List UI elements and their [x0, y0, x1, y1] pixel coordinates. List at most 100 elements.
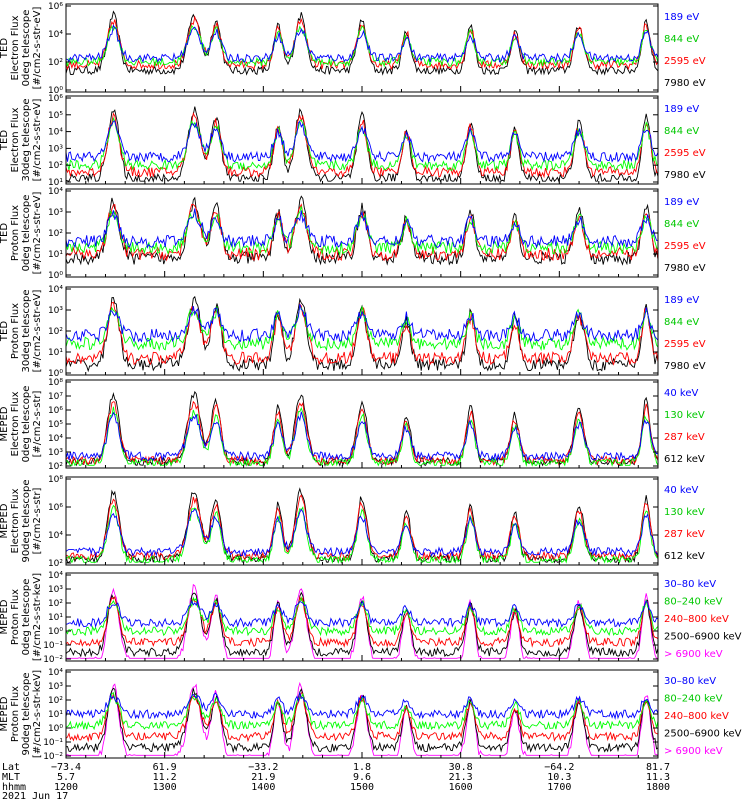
- y-tick-label: 10²: [48, 559, 63, 569]
- legend-entry: 844 eV: [664, 34, 699, 45]
- x-axis-row-label: Lat: [2, 762, 20, 773]
- series-line: [65, 692, 659, 743]
- legend-entry: 287 keV: [664, 432, 705, 443]
- legend-entry: 2595 eV: [664, 241, 706, 252]
- series-line: [65, 120, 659, 164]
- y-tick-label: 10³: [48, 306, 63, 316]
- y-tick-label: 10²: [48, 327, 63, 337]
- x-tick-label: 1800: [646, 782, 670, 793]
- y-tick-label: 10⁶: [48, 503, 63, 513]
- legend-entry: 130 keV: [664, 507, 705, 518]
- legend-entry: 240–800 keV: [664, 614, 729, 625]
- legend-entry: 7980 eV: [664, 361, 706, 372]
- x-axis-row-label: MLT: [2, 772, 20, 783]
- x-tick-label: 1500: [350, 782, 374, 793]
- series-line: [65, 596, 659, 637]
- y-axis-label: TEDProton Flux30deg telescope[#/cm2-s-st…: [0, 289, 43, 372]
- y-tick-label: 10⁴: [48, 668, 63, 678]
- series-line: [65, 301, 659, 366]
- y-tick-label: 10⁷: [48, 392, 63, 402]
- legend-entry: 7980 eV: [664, 78, 706, 89]
- y-tick-label: 10¹: [48, 613, 63, 623]
- y-tick-label: 10³: [48, 682, 63, 692]
- panel-7: 10⁻² 10⁻¹ 10⁰ 10¹ 10² 10³ 10⁴ MEPEDProton Flux0…: [0, 571, 742, 665]
- legend-entry: > 6900 keV: [664, 746, 723, 757]
- legend-entry: 612 keV: [664, 454, 705, 465]
- legend-entry: 30–80 keV: [664, 676, 716, 687]
- x-tick-label: 1700: [547, 782, 571, 793]
- x-tick-label: −73.4: [51, 762, 81, 773]
- legend-entry: 40 keV: [664, 388, 698, 399]
- y-tick-label: 10²: [48, 462, 63, 472]
- legend-entry: > 6900 keV: [664, 649, 723, 660]
- y-tick-label: 10⁵: [48, 111, 63, 121]
- y-axis-label: TEDElectron Flux0deg telescope[#/cm2-s-s…: [0, 7, 43, 90]
- y-tick-label: 10¹: [48, 710, 63, 720]
- panel-3: 10⁰ 10¹ 10² 10³ 10⁴ TEDProton Flux0deg telesc…: [0, 187, 706, 281]
- y-axis-label: MEPEDProton Flux0deg telescope[#/cm2-s-s…: [0, 573, 43, 661]
- x-tick-label: 11.2: [153, 772, 177, 783]
- x-tick-label: 1.8: [353, 762, 371, 773]
- y-tick-label: 10⁴: [48, 187, 63, 197]
- y-tick-label: 10⁶: [48, 2, 63, 12]
- series-line: [65, 304, 659, 352]
- y-tick-label: 10²: [48, 696, 63, 706]
- y-axis-label: MEPEDProton Flux90deg telescope[#/cm2-s-…: [0, 670, 43, 758]
- y-tick-label: 10¹: [48, 250, 63, 260]
- legend-entry: 189 eV: [664, 197, 699, 208]
- series-line: [65, 591, 659, 658]
- legend-entry: 2595 eV: [664, 148, 706, 159]
- legend-entry: 612 keV: [664, 551, 705, 562]
- x-tick-label: 21.3: [449, 772, 473, 783]
- y-tick-label: 10⁰: [48, 369, 63, 379]
- x-tick-label: 11.3: [646, 772, 670, 783]
- panel-8: 10⁻² 10⁻¹ 10⁰ 10¹ 10² 10³ 10⁴ MEPEDProton Flux9…: [0, 668, 742, 762]
- x-tick-label: 1600: [449, 782, 473, 793]
- x-tick-label: 10.3: [547, 772, 571, 783]
- panel-2: 10¹ 10² 10³ 10⁴ 10⁵ 10⁶ TEDElectron Flux30deg …: [0, 94, 706, 188]
- legend-entry: 189 eV: [664, 12, 699, 23]
- legend-entry: 2595 eV: [664, 339, 706, 350]
- legend-entry: 189 eV: [664, 295, 699, 306]
- x-tick-label: 21.9: [251, 772, 275, 783]
- series-line: [65, 508, 659, 558]
- y-tick-label: 10⁶: [48, 94, 63, 104]
- y-tick-label: 10⁰: [48, 86, 63, 96]
- legend-entry: 189 eV: [664, 104, 699, 115]
- legend-entry: 80–240 keV: [664, 596, 723, 607]
- y-tick-label: 10⁴: [48, 30, 63, 40]
- x-tick-label: 1300: [153, 782, 177, 793]
- y-tick-label: 10⁻¹: [43, 641, 63, 651]
- y-tick-label: 10⁻¹: [43, 738, 63, 748]
- y-axis-label: TEDProton Flux0deg telescope[#/cm2-s-str…: [0, 192, 43, 275]
- y-tick-label: 10⁻²: [43, 752, 63, 762]
- legend-entry: 844 eV: [664, 317, 699, 328]
- x-tick-label: −64.2: [544, 762, 574, 773]
- legend-entry: 7980 eV: [664, 170, 706, 181]
- panel-frame: [65, 3, 659, 93]
- series-line: [65, 208, 659, 249]
- y-tick-label: 10²: [48, 599, 63, 609]
- x-tick-label: 5.7: [57, 772, 75, 783]
- series-line: [65, 406, 659, 468]
- legend-entry: 130 keV: [664, 410, 705, 421]
- legend-entry: 844 eV: [664, 219, 699, 230]
- legend-entry: 80–240 keV: [664, 693, 723, 704]
- y-tick-label: 10²: [48, 161, 63, 171]
- legend-entry: 30–80 keV: [664, 579, 716, 590]
- panel-4: 10⁰ 10¹ 10² 10³ 10⁴ TEDProton Flux30deg teles…: [0, 285, 706, 379]
- legend-entry: 287 keV: [664, 529, 705, 540]
- y-tick-label: 10³: [48, 144, 63, 154]
- x-tick-label: 1400: [251, 782, 275, 793]
- y-tick-label: 10⁰: [48, 271, 63, 281]
- legend-entry: 2500–6900 keV: [664, 729, 742, 740]
- y-tick-label: 10⁴: [48, 128, 63, 138]
- x-tick-label: 81.7: [646, 762, 670, 773]
- series-line: [65, 411, 659, 462]
- series-line: [65, 304, 659, 344]
- y-tick-label: 10⁴: [48, 285, 63, 295]
- y-tick-label: 10¹: [48, 178, 63, 188]
- series-line: [65, 681, 659, 757]
